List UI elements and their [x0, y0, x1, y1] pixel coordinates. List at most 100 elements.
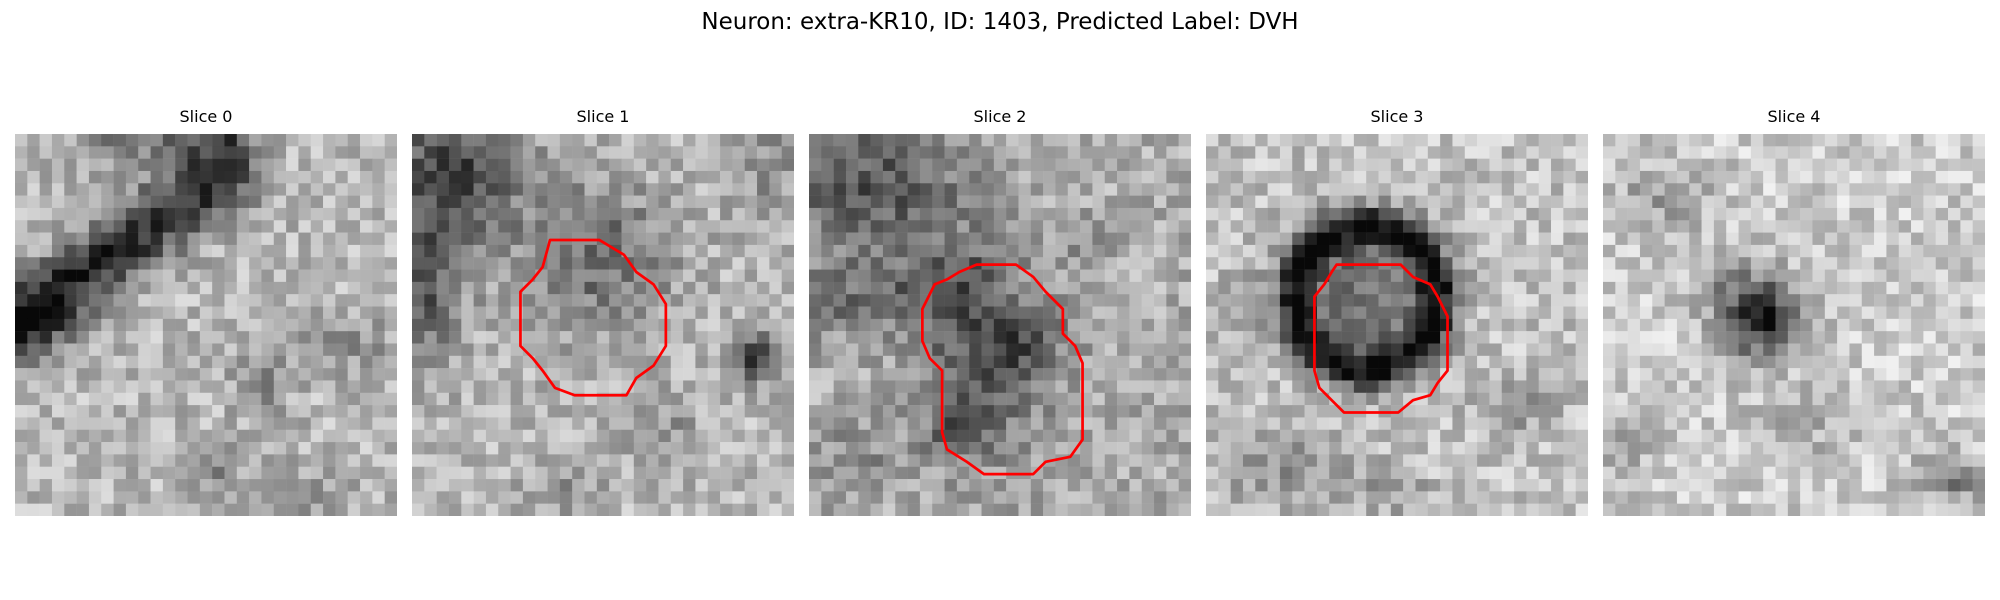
pixel: [1775, 195, 1789, 209]
pixel: [162, 170, 176, 184]
pixel: [1627, 503, 1641, 516]
pixel: [125, 466, 139, 480]
pixel: [485, 158, 499, 172]
pixel: [1575, 331, 1588, 344]
pixel: [51, 134, 65, 147]
pixel: [485, 466, 499, 480]
pixel: [448, 195, 462, 209]
pixel: [88, 232, 102, 246]
pixel: [1055, 170, 1069, 184]
pixel: [720, 380, 733, 394]
pixel: [76, 281, 90, 295]
pixel: [1067, 269, 1081, 283]
pixel: [286, 466, 299, 480]
pixel: [175, 454, 188, 467]
pixel: [1154, 331, 1167, 344]
pixel: [310, 343, 324, 357]
pixel: [1538, 417, 1552, 430]
pixel: [1972, 146, 1985, 159]
pixel: [199, 442, 213, 455]
pixel: [212, 281, 225, 295]
pixel: [1551, 491, 1564, 504]
pixel: [1242, 380, 1256, 394]
pixel: [707, 170, 721, 184]
pixel: [1960, 244, 1973, 258]
pixel: [236, 281, 250, 295]
pixel: [1652, 158, 1665, 172]
pixel: [485, 417, 499, 430]
pixel: [1403, 503, 1416, 516]
pixel: [919, 417, 933, 430]
pixel: [1166, 220, 1179, 233]
pixel: [1960, 417, 1973, 430]
pixel: [1701, 220, 1715, 233]
pixel: [1800, 417, 1813, 430]
pixel: [64, 232, 77, 246]
pixel: [1615, 183, 1628, 196]
pixel: [633, 429, 647, 443]
pixel: [1178, 244, 1191, 258]
pixel: [744, 281, 758, 295]
pixel: [522, 405, 536, 418]
pixel: [1898, 195, 1912, 209]
pixel: [1018, 183, 1032, 196]
pixel: [286, 220, 299, 233]
pixel: [323, 146, 336, 159]
pixel: [1166, 429, 1179, 443]
pixel: [1129, 306, 1142, 320]
pixel: [1218, 318, 1231, 332]
pixel: [76, 207, 90, 221]
pixel: [1652, 294, 1665, 307]
pixel: [187, 454, 201, 467]
pixel: [1960, 368, 1973, 381]
pixel: [212, 220, 225, 233]
pixel: [1972, 479, 1985, 492]
pixel: [175, 405, 188, 418]
pixel: [1750, 466, 1764, 480]
pixel: [76, 429, 90, 443]
pixel: [535, 294, 548, 307]
pixel: [882, 503, 896, 516]
pixel: [1279, 195, 1293, 209]
pixel: [944, 343, 958, 357]
pixel: [1639, 207, 1653, 221]
pixel: [1464, 503, 1478, 516]
pixel: [436, 503, 450, 516]
pixel: [1141, 503, 1155, 516]
pixel: [1292, 405, 1305, 418]
pixel: [720, 318, 733, 332]
pixel: [1154, 355, 1167, 369]
pixel: [138, 318, 151, 332]
pixel: [609, 170, 622, 184]
pixel: [572, 479, 585, 492]
pixel: [175, 294, 188, 307]
pixel: [1043, 269, 1056, 283]
pixel: [683, 503, 696, 516]
pixel: [150, 318, 164, 332]
pixel: [1006, 244, 1019, 258]
pixel: [1627, 417, 1641, 430]
pixel: [1104, 134, 1118, 147]
pixel: [51, 269, 65, 283]
pixel: [1812, 170, 1826, 184]
pixel: [981, 244, 995, 258]
pixel: [907, 170, 921, 184]
pixel: [113, 466, 127, 480]
pixel: [1104, 380, 1118, 394]
pixel: [372, 392, 385, 406]
pixel: [944, 220, 958, 233]
pixel: [1030, 294, 1044, 307]
pixel: [1279, 244, 1293, 258]
pixel: [15, 146, 28, 159]
pixel: [236, 306, 250, 320]
pixel: [1141, 269, 1155, 283]
pixel: [372, 405, 385, 418]
pixel: [1452, 269, 1466, 283]
pixel: [335, 134, 348, 147]
pixel: [919, 207, 933, 221]
pixel: [1538, 170, 1552, 184]
pixel: [1738, 479, 1752, 492]
pixel: [412, 170, 425, 184]
pixel: [1415, 491, 1429, 504]
pixel: [1477, 343, 1490, 357]
